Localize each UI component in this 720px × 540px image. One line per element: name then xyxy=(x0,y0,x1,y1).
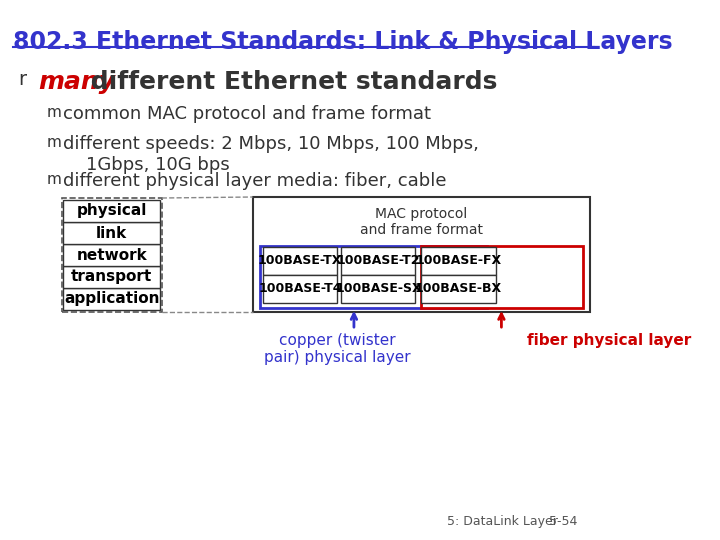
Bar xyxy=(421,275,495,303)
Text: copper (twister
pair) physical layer: copper (twister pair) physical layer xyxy=(264,333,410,366)
Text: r: r xyxy=(19,70,27,89)
Bar xyxy=(63,200,160,222)
Text: 5-54: 5-54 xyxy=(549,515,577,528)
Text: link: link xyxy=(96,226,127,240)
Text: MAC protocol
and frame format: MAC protocol and frame format xyxy=(360,207,483,237)
Text: 5: DataLink Layer: 5: DataLink Layer xyxy=(446,515,557,528)
Text: m: m xyxy=(46,105,61,120)
Text: network: network xyxy=(76,247,147,262)
Text: application: application xyxy=(64,292,159,307)
Text: different Ethernet standards: different Ethernet standards xyxy=(82,70,497,94)
Bar xyxy=(421,246,583,308)
Text: physical: physical xyxy=(76,204,147,219)
Bar xyxy=(259,246,487,308)
Bar xyxy=(341,275,415,303)
Bar xyxy=(61,198,162,312)
Text: fiber physical layer: fiber physical layer xyxy=(527,333,691,348)
Text: m: m xyxy=(46,172,61,187)
Text: transport: transport xyxy=(71,269,153,285)
Text: 100BASE-T4: 100BASE-T4 xyxy=(258,282,342,295)
Text: different speeds: 2 Mbps, 10 Mbps, 100 Mbps,
    1Gbps, 10G bps: different speeds: 2 Mbps, 10 Mbps, 100 M… xyxy=(63,135,479,174)
Bar xyxy=(63,288,160,310)
Bar xyxy=(63,244,160,266)
Text: 100BASE-T2: 100BASE-T2 xyxy=(337,254,420,267)
Text: 100BASE-SX: 100BASE-SX xyxy=(335,282,422,295)
Bar xyxy=(253,197,590,312)
Bar xyxy=(421,247,495,275)
Text: 100BASE-TX: 100BASE-TX xyxy=(258,254,342,267)
Bar xyxy=(63,266,160,288)
Bar xyxy=(63,222,160,244)
Text: 802.3 Ethernet Standards: Link & Physical Layers: 802.3 Ethernet Standards: Link & Physica… xyxy=(13,30,672,54)
Text: different physical layer media: fiber, cable: different physical layer media: fiber, c… xyxy=(63,172,446,190)
Text: 100BASE-BX: 100BASE-BX xyxy=(415,282,502,295)
Bar xyxy=(263,247,337,275)
Bar xyxy=(341,247,415,275)
Bar xyxy=(263,275,337,303)
Text: common MAC protocol and frame format: common MAC protocol and frame format xyxy=(63,105,431,123)
Text: m: m xyxy=(46,135,61,150)
Text: many: many xyxy=(38,70,114,94)
Text: 100BASE-FX: 100BASE-FX xyxy=(415,254,502,267)
